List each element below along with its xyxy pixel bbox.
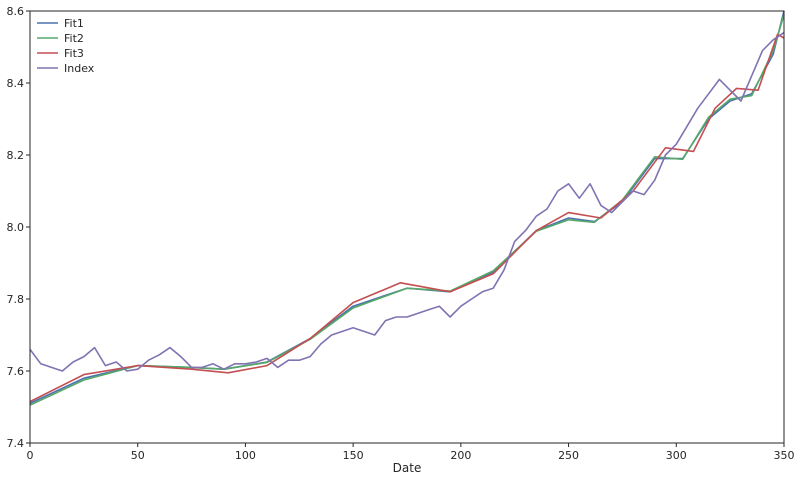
series-layer xyxy=(29,10,785,406)
x-tick-label: 250 xyxy=(558,449,579,462)
legend-label-fit1: Fit1 xyxy=(64,17,84,30)
series-line-index xyxy=(29,31,785,372)
x-axis-ticks: 0 50 100 150 200 250 300 350 xyxy=(27,443,795,462)
x-tick-label: 150 xyxy=(343,449,364,462)
x-tick-label: 350 xyxy=(774,449,795,462)
x-tick-label: 50 xyxy=(131,449,145,462)
y-tick-label: 8.0 xyxy=(7,221,25,234)
y-tick-label: 7.4 xyxy=(7,437,25,450)
x-tick-label: 300 xyxy=(666,449,687,462)
y-tick-label: 8.2 xyxy=(7,149,25,162)
x-tick-label: 200 xyxy=(450,449,471,462)
y-axis-ticks: 7.4 7.6 7.8 8.0 8.2 8.4 8.6 xyxy=(7,5,30,450)
legend-label-fit2: Fit2 xyxy=(64,32,84,45)
legend: Fit1 Fit2 Fit3 Index xyxy=(37,17,95,75)
series-line-fit3 xyxy=(29,33,785,403)
x-axis-label: Date xyxy=(393,461,422,475)
legend-label-index: Index xyxy=(64,62,95,75)
y-tick-label: 7.6 xyxy=(7,365,25,378)
series-line-fit2 xyxy=(29,14,785,406)
series-line-fit1 xyxy=(29,10,785,405)
legend-label-fit3: Fit3 xyxy=(64,47,84,60)
plot-frame xyxy=(29,10,785,444)
x-tick-label: 0 xyxy=(27,449,34,462)
y-tick-label: 8.6 xyxy=(7,5,25,18)
y-tick-label: 8.4 xyxy=(7,77,25,90)
y-tick-label: 7.8 xyxy=(7,293,25,306)
x-tick-label: 100 xyxy=(235,449,256,462)
